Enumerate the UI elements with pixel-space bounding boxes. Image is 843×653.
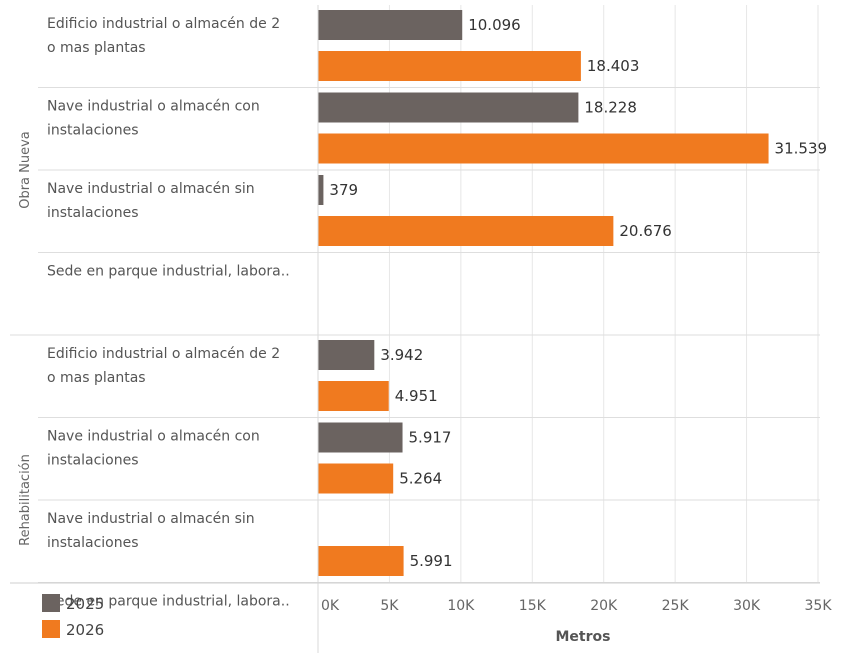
x-tick-label: 5K bbox=[380, 598, 399, 614]
category-label: o mas plantas bbox=[47, 370, 146, 386]
category-label: Edificio industrial o almacén de 2 bbox=[47, 16, 280, 32]
category-label: Sede en parque industrial, labora.. bbox=[47, 264, 290, 280]
x-tick-label: 30K bbox=[733, 598, 761, 614]
bar-2025 bbox=[318, 92, 579, 123]
category-label: Edificio industrial o almacén de 2 bbox=[47, 346, 280, 362]
bar-2025 bbox=[318, 175, 324, 205]
data-label: 5.991 bbox=[410, 552, 453, 570]
bar-2025 bbox=[318, 422, 403, 453]
bar-2026 bbox=[318, 381, 389, 411]
bar-2026 bbox=[318, 133, 769, 164]
data-label: 18.403 bbox=[587, 57, 640, 75]
category-label: Sede en parque industrial, labora.. bbox=[47, 594, 290, 610]
legend-label: 2025 bbox=[66, 595, 104, 613]
group-label: Rehabilitación bbox=[18, 454, 33, 546]
category-label: instalaciones bbox=[47, 453, 139, 469]
x-tick-label: 0K bbox=[321, 598, 340, 614]
x-tick-label: 10K bbox=[447, 598, 475, 614]
data-label: 3.942 bbox=[380, 346, 423, 364]
data-label: 5.917 bbox=[409, 429, 452, 447]
bar-2026 bbox=[318, 51, 581, 81]
x-tick-label: 15K bbox=[519, 598, 547, 614]
data-label: 20.676 bbox=[619, 222, 672, 240]
legend-swatch bbox=[42, 620, 60, 638]
x-tick-label: 25K bbox=[662, 598, 690, 614]
category-label: instalaciones bbox=[47, 123, 139, 139]
category-label: instalaciones bbox=[47, 535, 139, 551]
category-label: Nave industrial o almacén sin bbox=[47, 511, 255, 527]
category-label: Nave industrial o almacén sin bbox=[47, 181, 255, 197]
legend-swatch bbox=[42, 594, 60, 612]
group-label: Obra Nueva bbox=[18, 131, 33, 209]
x-axis-title: Metros bbox=[556, 629, 611, 645]
bar-2026 bbox=[318, 216, 614, 246]
x-tick-label: 35K bbox=[805, 598, 833, 614]
category-label: Nave industrial o almacén con bbox=[47, 99, 260, 115]
category-label: instalaciones bbox=[47, 205, 139, 221]
bar-2026 bbox=[318, 546, 404, 576]
bar-2026 bbox=[318, 463, 394, 494]
data-label: 4.951 bbox=[395, 387, 438, 405]
data-label: 10.096 bbox=[468, 16, 521, 34]
x-tick-label: 20K bbox=[590, 598, 618, 614]
bar-2025 bbox=[318, 340, 375, 370]
data-label: 5.264 bbox=[399, 470, 442, 488]
category-label: Nave industrial o almacén con bbox=[47, 429, 260, 445]
category-label: o mas plantas bbox=[47, 40, 146, 56]
bar-2025 bbox=[318, 10, 463, 40]
legend-label: 2026 bbox=[66, 621, 104, 639]
data-label: 18.228 bbox=[584, 99, 637, 117]
data-label: 31.539 bbox=[775, 140, 828, 158]
data-label: 379 bbox=[329, 181, 358, 199]
